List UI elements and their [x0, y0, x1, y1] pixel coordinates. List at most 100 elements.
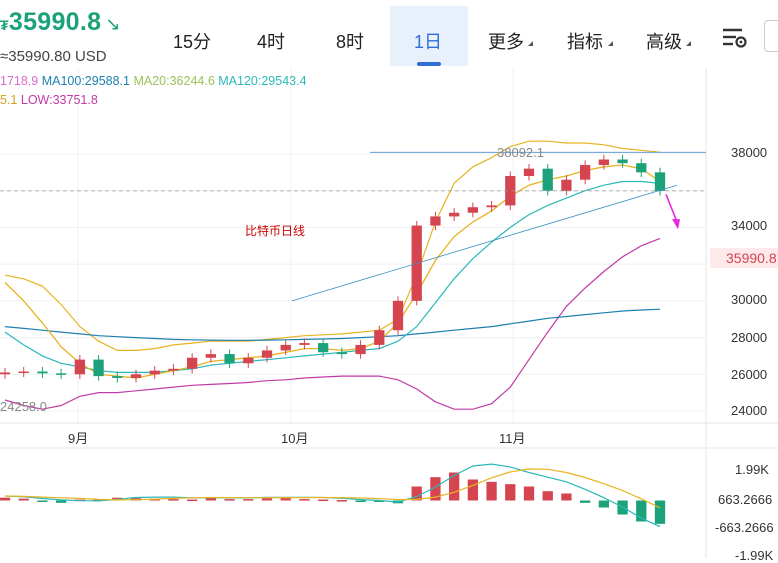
candle-body	[168, 368, 179, 371]
y-tick-38000: 38000	[731, 145, 768, 160]
legend-ma20: MA20:36244.6	[133, 74, 215, 88]
candle-body	[317, 343, 329, 353]
macd-bar	[448, 472, 460, 501]
macd-bar	[336, 500, 348, 502]
y-tick-26000: 26000	[731, 367, 768, 382]
candle-body	[374, 330, 385, 345]
macd-bar	[523, 486, 535, 501]
tab-more[interactable]: 更多	[488, 32, 524, 52]
macd-dea-line	[4, 468, 661, 509]
candle-body	[112, 376, 123, 378]
candle-body	[37, 371, 48, 374]
y-tick-30000: 30000	[731, 292, 768, 307]
macd-bar	[205, 497, 217, 501]
macd-bar	[505, 484, 516, 501]
candle-body	[299, 343, 310, 345]
chart-annotation-label: 比特币日线	[245, 224, 306, 238]
macd-bar	[243, 499, 254, 501]
legend-ma-a: 1718.9	[0, 74, 39, 88]
boll-upper-line	[4, 140, 661, 351]
candle-body	[261, 350, 273, 358]
tab-15min[interactable]: 15分	[173, 32, 212, 52]
candle-body	[280, 344, 291, 351]
trendline	[291, 184, 678, 302]
macd-tick-1: 1.99K	[735, 462, 769, 477]
tether-icon: ₮	[0, 17, 9, 33]
candle-body	[93, 359, 104, 377]
chart-area[interactable]: 1718.9 MA100:29588.1 MA20:36244.6 MA120:…	[0, 68, 778, 563]
current-price-tag: 35990.8	[710, 248, 778, 268]
tab-4h[interactable]: 4时	[257, 32, 286, 52]
candle-body	[654, 172, 666, 191]
macd-tick-4: -1.99K	[735, 548, 774, 563]
candle-body	[243, 357, 254, 364]
macd-bar	[261, 498, 273, 501]
candle-body	[55, 373, 67, 375]
macd-tick-2: 663.2666	[718, 492, 773, 507]
high-value-label: 38092.1	[497, 145, 544, 160]
x-tick-oct: 10月	[281, 431, 309, 446]
ma-yellow-line	[4, 164, 661, 379]
macd-bar	[374, 500, 385, 502]
top-toolbar: ₮35990.8 ↘ ≈35990.80 USD 15分 4时 8时 1日 更多 …	[0, 0, 778, 68]
price-value: 35990.8	[8, 8, 102, 36]
candle-body	[448, 212, 460, 217]
current-price: ₮35990.8 ↘	[0, 8, 121, 37]
candle-body	[186, 357, 198, 369]
candle-body	[74, 359, 86, 375]
macd-bar	[467, 479, 479, 501]
forecast-arrow	[665, 194, 678, 223]
macd-bar	[579, 500, 591, 503]
legend-line-1: 1718.9 MA100:29588.1 MA20:36244.6 MA120:…	[0, 74, 307, 88]
candle-body	[561, 179, 572, 191]
candle-body	[542, 168, 553, 191]
ma120-line	[4, 308, 661, 341]
x-tick-nov: 11月	[499, 431, 526, 446]
indicators-dropdown-icon	[608, 41, 613, 46]
tab-indicators[interactable]: 指标	[567, 32, 603, 52]
macd-bar	[561, 493, 572, 501]
candle-body	[486, 205, 497, 208]
current-price-tag-value: 35990.8	[726, 250, 777, 266]
macd-bar	[317, 499, 329, 502]
macd-bar	[299, 499, 310, 501]
candle-body	[430, 216, 441, 226]
candle-body	[617, 159, 628, 164]
macd-bar	[355, 500, 366, 502]
active-tab-indicator	[417, 62, 441, 66]
y-tick-34000: 34000	[731, 218, 768, 233]
macd-bar	[636, 500, 647, 522]
boll-lower-line	[4, 237, 661, 410]
macd-bar	[280, 497, 291, 501]
forecast-arrowhead	[672, 219, 680, 230]
candle-body	[205, 354, 217, 358]
macd-bar	[654, 500, 666, 524]
usd-price: ≈35990.80 USD	[0, 48, 107, 65]
legend-low: LOW:33751.8	[20, 93, 98, 107]
candle-body	[355, 344, 366, 355]
candle-body	[336, 352, 348, 355]
y-tick-24000: 24000	[731, 403, 768, 418]
candle-body	[467, 207, 479, 213]
active-tab-background	[390, 6, 468, 66]
legend-boll-mid: 5.1	[0, 93, 18, 107]
more-options-button[interactable]	[764, 20, 778, 52]
macd-bar	[411, 486, 422, 501]
tab-advanced[interactable]: 高级	[646, 32, 682, 52]
tab-1d[interactable]: 1日	[414, 32, 443, 52]
candle-body	[224, 354, 235, 364]
candle-body	[18, 371, 29, 374]
price-chart[interactable]	[0, 68, 778, 558]
macd-bar	[186, 499, 198, 502]
chart-settings-icon[interactable]	[722, 26, 748, 50]
y-tick-28000: 28000	[731, 330, 768, 345]
low-value-label: 24258.0	[0, 399, 47, 414]
macd-bar	[598, 500, 610, 508]
macd-bar	[430, 477, 441, 501]
candle-body	[579, 165, 591, 180]
macd-tick-3: -663.2666	[715, 520, 774, 535]
legend-ma120: MA120:29543.4	[218, 74, 307, 88]
candle-body	[505, 176, 516, 206]
tab-8h[interactable]: 8时	[336, 32, 365, 52]
more-dropdown-icon	[528, 41, 533, 46]
